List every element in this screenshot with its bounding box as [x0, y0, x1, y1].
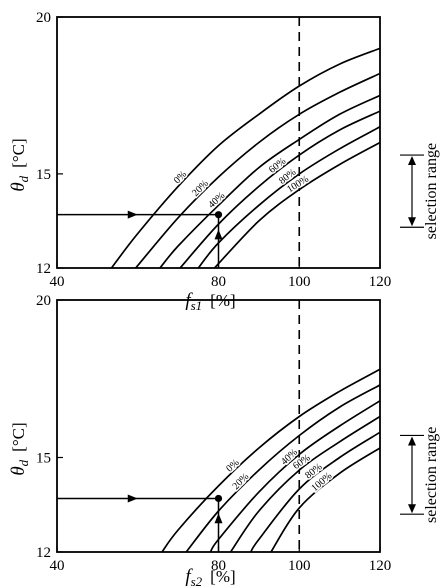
- series-label: 20%: [190, 178, 211, 199]
- arrow-right-icon: [127, 210, 138, 219]
- arrow-up-icon: [408, 156, 416, 166]
- selection-range-label: selection range: [423, 427, 440, 523]
- x-axis-title: fs1 [%]: [185, 290, 235, 313]
- series-line-0pct: [161, 368, 380, 552]
- operating-point: [214, 494, 223, 503]
- x-tick-label: 80: [211, 558, 226, 574]
- y-tick-label: 20: [36, 293, 51, 309]
- x-axis-symbol: f: [185, 566, 193, 587]
- operating-point: [214, 211, 223, 219]
- y-axis-unit: [°C]: [9, 138, 28, 167]
- y-axis-title: θd [°C]: [8, 422, 31, 475]
- series-line-20pct: [135, 72, 380, 268]
- x-tick-label: 40: [50, 274, 65, 290]
- series-line-80pct: [250, 431, 380, 552]
- x-tick-label: 120: [369, 274, 392, 290]
- arrow-up-icon: [214, 513, 223, 524]
- selection-range-label: selection range: [423, 143, 440, 239]
- series-line-20pct: [185, 384, 380, 552]
- x-axis-subscript: s1: [191, 298, 203, 313]
- arrow-down-icon: [408, 504, 416, 514]
- x-tick-label: 80: [211, 274, 226, 290]
- series-line-0pct: [110, 47, 380, 268]
- x-tick-label: 100: [288, 558, 311, 574]
- series-group: [110, 47, 380, 268]
- series-line-100pct: [270, 447, 380, 552]
- y-axis-unit: [°C]: [9, 422, 28, 451]
- y-axis-symbol: θ: [8, 466, 29, 475]
- x-axis-unit: [%]: [210, 567, 235, 586]
- y-tick-label: 20: [36, 10, 51, 26]
- series-line-40pct: [209, 400, 380, 552]
- series-label: 0%: [224, 457, 241, 474]
- arrow-up-icon: [214, 229, 223, 240]
- series-line-40pct: [159, 94, 380, 268]
- y-tick-label: 15: [36, 451, 51, 467]
- y-tick-label: 12: [36, 261, 51, 277]
- y-axis-subscript: d: [16, 459, 31, 466]
- x-axis-title: fs2 [%]: [185, 566, 235, 588]
- series-line-80pct: [197, 126, 380, 268]
- series-label: 40%: [206, 190, 227, 211]
- arrow-down-icon: [408, 217, 416, 227]
- x-tick-label: 40: [50, 558, 65, 574]
- arrow-right-icon: [127, 494, 138, 503]
- y-axis-subscript: d: [16, 175, 31, 182]
- series-label: 20%: [231, 471, 252, 492]
- series-line-100pct: [213, 141, 380, 268]
- arrow-up-icon: [408, 436, 416, 446]
- series-line-60pct: [179, 110, 380, 268]
- series-label: 0%: [172, 169, 189, 186]
- y-tick-label: 12: [36, 545, 51, 561]
- x-tick-label: 100: [288, 274, 311, 290]
- x-tick-label: 120: [369, 558, 392, 574]
- series-line-60pct: [229, 415, 380, 552]
- y-tick-label: 15: [36, 167, 51, 183]
- x-axis-subscript: s2: [191, 574, 203, 588]
- y-axis-symbol: θ: [8, 182, 29, 191]
- series-group: [161, 368, 380, 552]
- y-axis-title: θd [°C]: [8, 138, 31, 191]
